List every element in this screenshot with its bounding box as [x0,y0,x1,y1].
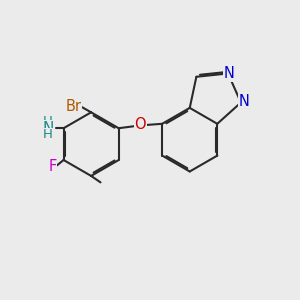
Text: N: N [239,94,250,109]
Text: Br: Br [65,99,81,114]
Text: H: H [43,115,53,128]
Text: N: N [42,121,54,136]
Text: F: F [48,159,56,174]
Text: H: H [43,128,53,141]
Text: O: O [135,117,146,132]
Text: N: N [224,66,235,81]
